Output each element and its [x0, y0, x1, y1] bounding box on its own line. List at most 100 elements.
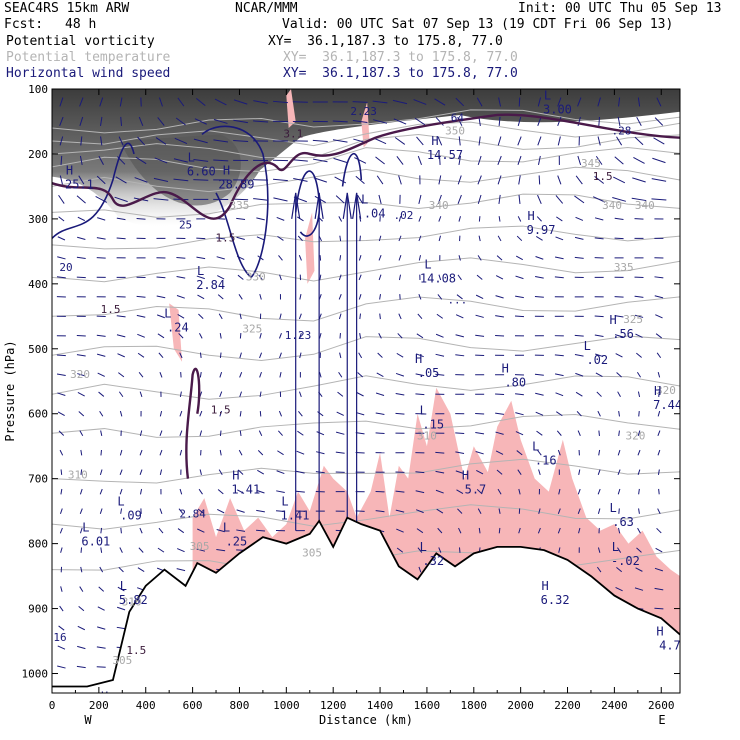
wind-arrow [134, 177, 148, 183]
wind-arrow [598, 449, 601, 456]
wind-arrow [594, 334, 604, 338]
wind-arrow [496, 255, 503, 261]
wind-arrow [139, 527, 143, 534]
wind-arrow [332, 120, 348, 123]
wind-arrow [394, 137, 406, 145]
wind-arrow [635, 567, 643, 572]
wind-arrow [375, 156, 385, 165]
wind-arrow [457, 175, 462, 185]
wind-arrow [137, 352, 145, 358]
wind-arrow [136, 295, 146, 298]
wind-arrow [498, 116, 501, 127]
low-marker: L [117, 495, 124, 509]
wind-arrow [574, 256, 584, 259]
wind-arrow [618, 527, 621, 534]
wind-arrow [258, 430, 263, 437]
theta-label: 325 [623, 313, 643, 326]
high-value: .56 [612, 327, 634, 341]
field-xy-wind: XY= 36.1,187.3 to 175.8, 77.0 [283, 66, 518, 81]
theta-label: 330 [246, 271, 266, 284]
wind-arrow [239, 430, 242, 436]
wind-arrow [455, 314, 464, 319]
wind-arrow [616, 372, 622, 378]
theta-contour [52, 109, 680, 134]
wind-arrow [653, 137, 665, 145]
wind-arrow [237, 274, 244, 280]
wind-arrow [375, 432, 385, 435]
wind-arrow [239, 410, 242, 417]
wind-arrow [233, 99, 248, 105]
high-value: 9.97 [527, 223, 556, 237]
wind-arrow [59, 527, 63, 534]
low-marker: L [544, 89, 551, 103]
wind-arrow [315, 471, 325, 474]
wind-arrow [415, 490, 425, 494]
wind-arrow [478, 136, 481, 146]
wind-arrow [193, 138, 208, 144]
wind-arrow [278, 410, 283, 417]
wind-arrow [120, 527, 122, 534]
wind-arrow [359, 235, 361, 242]
wind-arrow [156, 295, 166, 299]
wind-arrow [99, 488, 103, 495]
model-name: SEAC4RS 15km ARW [4, 1, 130, 16]
wind-arrow [495, 295, 504, 299]
theta-label: 305 [302, 547, 322, 560]
wind-arrow [638, 488, 640, 495]
wind-arrow [196, 548, 206, 552]
wind-arrow [617, 547, 622, 553]
wind-arrow [377, 352, 383, 358]
wind-arrow [477, 508, 482, 514]
wind-arrow [214, 98, 227, 106]
wind-arrow [518, 175, 521, 185]
wind-arrow [298, 410, 303, 417]
wind-arrow [359, 313, 361, 320]
fcst-value: 48 h [65, 17, 97, 32]
wind-arrow [59, 449, 64, 456]
terrain-profile [52, 516, 680, 688]
wind-arrow [117, 586, 125, 592]
wind-arrow [80, 469, 83, 475]
wind-arrow [538, 469, 541, 475]
wind-arrow [199, 352, 202, 359]
low-marker: L [197, 264, 204, 278]
wind-arrow [197, 508, 204, 514]
wind-arrow [617, 488, 621, 495]
wind-arrow [118, 391, 124, 398]
wind-arrow [597, 547, 601, 553]
theta-label: 320 [626, 430, 646, 443]
wind-arrow [378, 235, 382, 242]
wind-arrow [298, 332, 302, 339]
wind-arrow [119, 97, 123, 107]
wind-arrow [418, 566, 422, 573]
wind-arrow [418, 216, 422, 222]
y-tick-label: 900 [28, 603, 48, 616]
wind-arrow [273, 178, 288, 182]
wind-arrow [219, 430, 222, 436]
wind-arrow [176, 295, 185, 299]
wind-arrow [477, 194, 482, 204]
wind-arrow [495, 450, 504, 455]
wind-arrow [637, 449, 641, 456]
wind-arrow [614, 156, 624, 165]
wind-arrow [237, 469, 244, 475]
wind-speed-contour [294, 170, 321, 237]
theta-label: 340 [429, 199, 449, 212]
wind-arrow [58, 216, 65, 222]
wind-arrow [120, 116, 123, 127]
wind-arrow [378, 194, 382, 204]
wind-arrow [179, 410, 183, 417]
wind-arrow [574, 334, 584, 337]
wind-arrow [438, 274, 442, 281]
field-xy-theta: XY= 36.1,187.3 to 175.8, 77.0 [283, 50, 518, 65]
wind-arrow [139, 430, 143, 437]
wind-arrow [575, 372, 584, 377]
theta-label: 305 [190, 540, 210, 553]
wind-arrow [554, 276, 564, 279]
wind-arrow [57, 236, 66, 241]
wind-arrow [497, 155, 502, 166]
wind-arrow [96, 175, 106, 185]
wind-arrow [335, 451, 345, 454]
wind-arrow [296, 470, 305, 474]
wind-arrow [313, 158, 328, 163]
